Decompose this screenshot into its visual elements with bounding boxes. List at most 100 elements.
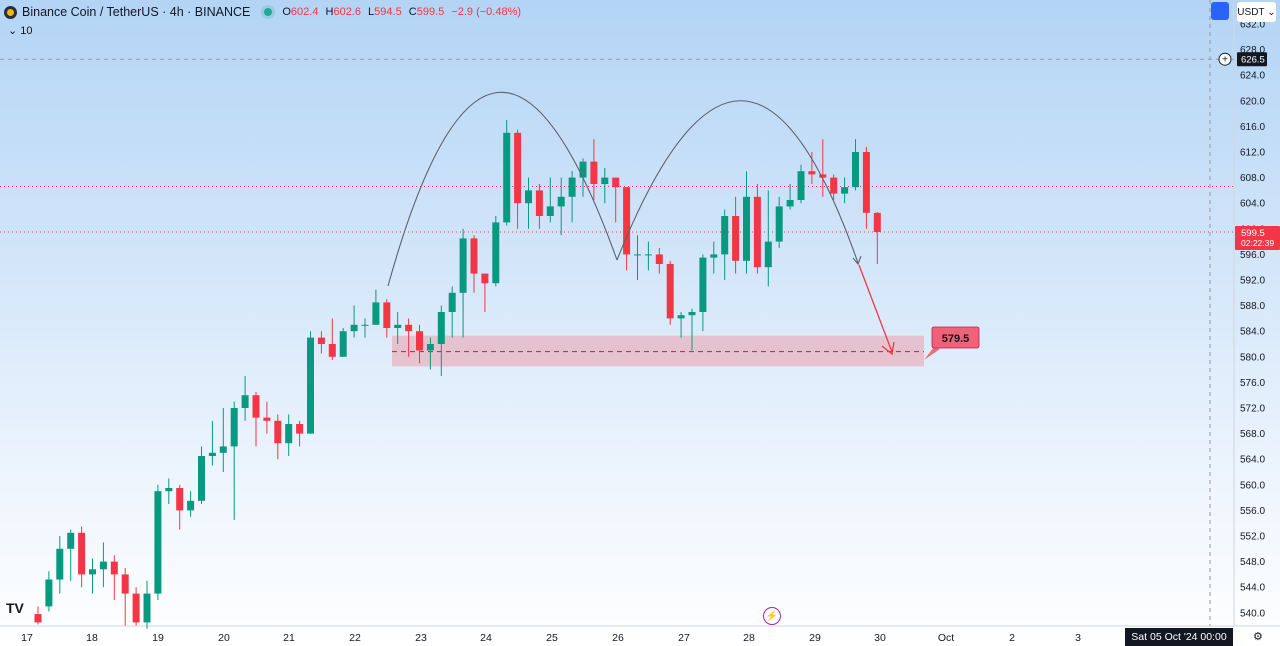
candle[interactable]	[612, 177, 620, 223]
time-tick-label: 3	[1075, 632, 1081, 644]
candle[interactable]	[405, 318, 413, 357]
candle-body	[568, 177, 576, 197]
candle[interactable]	[557, 177, 565, 236]
candle[interactable]	[634, 235, 641, 280]
candle[interactable]	[753, 184, 761, 274]
indicator-row[interactable]: ⌄ 10	[8, 25, 33, 37]
candle-body	[328, 344, 336, 357]
candle-body	[437, 312, 445, 344]
candle[interactable]	[764, 190, 772, 287]
candle[interactable]	[666, 260, 674, 325]
candle[interactable]	[165, 478, 173, 504]
candle[interactable]	[437, 305, 445, 376]
candle[interactable]	[590, 139, 598, 200]
candle[interactable]	[296, 420, 304, 447]
candle-body	[56, 548, 64, 580]
down-arrow-line[interactable]	[858, 264, 893, 353]
price-tick-label: 568.0	[1240, 429, 1265, 440]
candle[interactable]	[317, 331, 325, 354]
candle[interactable]	[394, 312, 402, 344]
candle[interactable]	[873, 212, 881, 264]
candle[interactable]	[459, 228, 467, 338]
sync-icon[interactable]	[1211, 2, 1229, 20]
candle[interactable]	[732, 196, 740, 274]
candle[interactable]	[208, 420, 216, 466]
candle[interactable]	[481, 273, 489, 312]
market-status-icon[interactable]	[264, 8, 273, 16]
candle[interactable]	[45, 571, 53, 612]
candle[interactable]	[623, 187, 631, 271]
candle[interactable]	[688, 308, 696, 351]
candle[interactable]	[99, 542, 107, 588]
candle[interactable]	[535, 184, 543, 229]
candle[interactable]	[852, 139, 859, 191]
candle[interactable]	[110, 555, 118, 600]
candle[interactable]	[350, 305, 358, 338]
candle[interactable]	[263, 401, 271, 434]
candle[interactable]	[743, 171, 750, 274]
candle[interactable]	[644, 241, 652, 271]
candle[interactable]	[383, 299, 391, 338]
candle[interactable]	[699, 254, 707, 332]
candle[interactable]	[252, 392, 260, 447]
candle[interactable]	[797, 164, 805, 204]
candle[interactable]	[372, 289, 380, 325]
candle[interactable]	[808, 152, 816, 184]
candle[interactable]	[786, 184, 794, 210]
candle[interactable]	[67, 529, 75, 581]
candle[interactable]	[775, 196, 783, 248]
candle[interactable]	[862, 146, 870, 229]
candle[interactable]	[525, 177, 532, 229]
candle[interactable]	[78, 526, 86, 588]
target-label-box[interactable]	[931, 326, 980, 349]
candle[interactable]	[56, 536, 64, 594]
candle[interactable]	[721, 209, 729, 280]
candle[interactable]	[361, 318, 369, 338]
currency-selector[interactable]: USDT ⌄	[1237, 2, 1276, 22]
candle[interactable]	[132, 587, 140, 626]
candle[interactable]	[198, 446, 205, 504]
candle[interactable]	[426, 337, 434, 370]
support-zone[interactable]	[392, 335, 924, 367]
candle[interactable]	[154, 484, 162, 600]
candle[interactable]	[121, 568, 129, 626]
candle-body	[808, 171, 816, 175]
symbol-title[interactable]: Binance Coin / TetherUS · 4h · BINANCE	[22, 5, 251, 19]
candle[interactable]	[492, 216, 500, 287]
settings-gear-icon[interactable]: ⚙	[1253, 631, 1263, 643]
add-alert-icon[interactable]	[1218, 52, 1232, 66]
candle[interactable]	[89, 558, 96, 594]
candle[interactable]	[274, 414, 282, 460]
candle[interactable]	[601, 168, 609, 204]
candle[interactable]	[230, 401, 238, 520]
candle[interactable]	[470, 235, 478, 293]
candle[interactable]	[328, 318, 336, 360]
candle[interactable]	[710, 241, 718, 274]
candle[interactable]	[568, 171, 576, 223]
candle[interactable]	[176, 484, 184, 530]
candle[interactable]	[219, 408, 227, 472]
candle[interactable]	[241, 376, 249, 421]
candle[interactable]	[819, 139, 827, 197]
lightning-icon[interactable]: ⚡	[763, 607, 781, 625]
candle[interactable]	[143, 580, 151, 629]
candle[interactable]	[655, 248, 663, 274]
candle[interactable]	[34, 606, 42, 625]
candle[interactable]	[448, 286, 456, 338]
candle[interactable]	[503, 120, 511, 226]
candle[interactable]	[841, 177, 849, 204]
candle[interactable]	[514, 129, 522, 229]
price-tick-label: 604.0	[1240, 199, 1265, 210]
candle[interactable]	[677, 312, 685, 338]
candle[interactable]	[546, 177, 554, 223]
first-top-arc[interactable]	[387, 91, 618, 287]
candle[interactable]	[416, 324, 423, 364]
candle[interactable]	[285, 414, 293, 456]
candle-body	[339, 331, 347, 357]
candle[interactable]	[830, 174, 838, 200]
candle[interactable]	[339, 328, 347, 357]
candle[interactable]	[307, 331, 314, 434]
candle[interactable]	[187, 491, 195, 517]
second-top-arc[interactable]	[616, 100, 859, 264]
